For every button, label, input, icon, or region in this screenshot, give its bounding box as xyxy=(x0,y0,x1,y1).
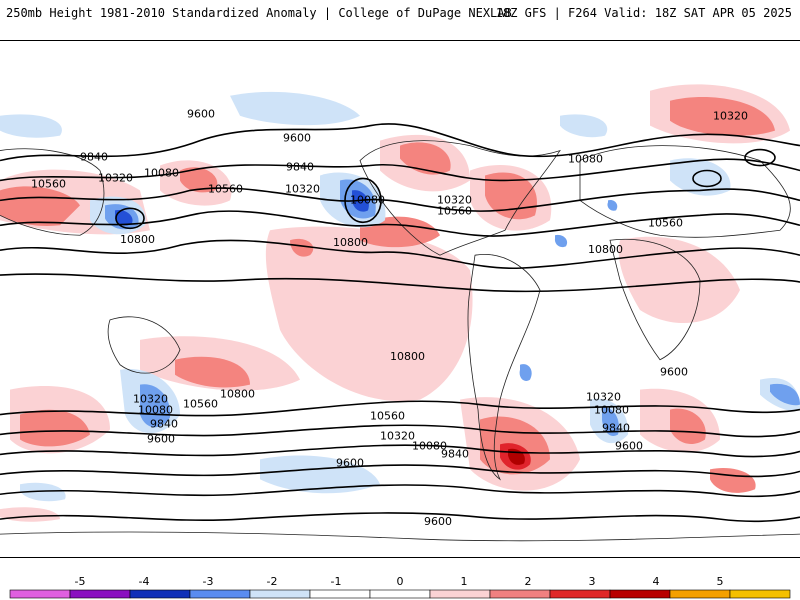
contour-label: 9600 xyxy=(615,439,643,452)
contour-label: 10080 xyxy=(350,193,385,206)
contour-label: 10080 xyxy=(594,404,629,417)
colorbar-segment xyxy=(9,589,71,599)
anomaly-map: 9600 9600 9840 9840 10320 10080 10560 10… xyxy=(0,40,800,558)
colorbar-segment xyxy=(489,589,551,599)
contour-label: 10320 xyxy=(713,110,748,123)
colorbar-tick-label: 5 xyxy=(717,575,724,588)
model-run-info: 18Z GFS | F264 Valid: 18Z SAT APR 05 202… xyxy=(495,6,792,20)
contour-label: 10320 xyxy=(285,182,320,195)
contour-label: 9840 xyxy=(80,151,108,164)
contour-label: 10800 xyxy=(588,243,623,256)
contour-label: 10320 xyxy=(133,393,168,406)
contour-label: 10560 xyxy=(648,216,683,229)
contour-label: 10320 xyxy=(437,193,472,206)
colorbar-tick-label: -1 xyxy=(331,575,342,588)
contour-label: 10080 xyxy=(568,153,603,166)
colorbar-tick-label: -4 xyxy=(139,575,150,588)
contour-label: 10560 xyxy=(208,182,243,195)
colorbar-segment xyxy=(369,589,431,599)
colorbar-segment xyxy=(129,589,191,599)
contour-label: 10800 xyxy=(120,233,155,246)
colorbar-segment xyxy=(669,589,731,599)
colorbar-segment xyxy=(189,589,251,599)
colorbar-tick-label: -3 xyxy=(203,575,214,588)
colorbar-segment xyxy=(309,589,371,599)
contour-label: 9600 xyxy=(187,108,215,121)
colorbar-tick-label: 1 xyxy=(461,575,468,588)
colorbar-tick-label: 2 xyxy=(525,575,532,588)
contour-label: 10800 xyxy=(220,388,255,401)
contour-label: 9840 xyxy=(602,422,630,435)
contour-label: 9600 xyxy=(147,432,175,445)
contour-label: 10080 xyxy=(144,166,179,179)
contour-label: 10320 xyxy=(380,429,415,442)
colorbar-segment xyxy=(609,589,671,599)
contour-label: 10560 xyxy=(183,398,218,411)
contour-label: 9600 xyxy=(660,366,688,379)
contour-label: 10560 xyxy=(370,410,405,423)
contour-label: 10800 xyxy=(333,236,368,249)
contour-label: 10320 xyxy=(586,391,621,404)
colorbar-tick-label: -5 xyxy=(75,575,86,588)
anomaly-colorbar: -5 -4 -3 -2 -1 0 1 2 3 4 5 xyxy=(9,575,791,599)
contour-label: 9840 xyxy=(441,447,469,460)
contour-label: 9600 xyxy=(336,456,364,469)
colorbar-tick-label: 3 xyxy=(589,575,596,588)
positive-anomaly-shading xyxy=(0,84,790,522)
contour-label: 9600 xyxy=(283,132,311,145)
height-contours xyxy=(0,123,800,523)
contour-label: 9840 xyxy=(286,161,314,174)
map-title: 250mb Height 1981-2010 Standardized Anom… xyxy=(6,6,512,20)
contour-labels: 9600 9600 9840 9840 10320 10080 10560 10… xyxy=(31,108,748,528)
colorbar-segment xyxy=(69,589,131,599)
coastlines xyxy=(0,140,800,542)
contour-label: 10800 xyxy=(390,350,425,363)
colorbar-tick-label: -2 xyxy=(267,575,278,588)
colorbar-segment xyxy=(429,589,491,599)
contour-label: 10560 xyxy=(437,204,472,217)
contour-label: 10560 xyxy=(31,177,66,190)
colorbar-tick-label: 0 xyxy=(397,575,404,588)
colorbar-ticks: -5 -4 -3 -2 -1 0 1 2 3 4 5 xyxy=(75,575,724,588)
contour-label: 10080 xyxy=(138,404,173,417)
colorbar-segment xyxy=(729,589,791,599)
contour-label: 9600 xyxy=(424,515,452,528)
contour-label: 10080 xyxy=(412,439,447,452)
colorbar-segments xyxy=(9,589,791,599)
contour-label: 9840 xyxy=(150,418,178,431)
colorbar-tick-label: 4 xyxy=(653,575,660,588)
colorbar-segment xyxy=(549,589,611,599)
colorbar-segment xyxy=(249,589,311,599)
contour-label: 10320 xyxy=(98,171,133,184)
negative-anomaly-shading xyxy=(0,91,800,502)
